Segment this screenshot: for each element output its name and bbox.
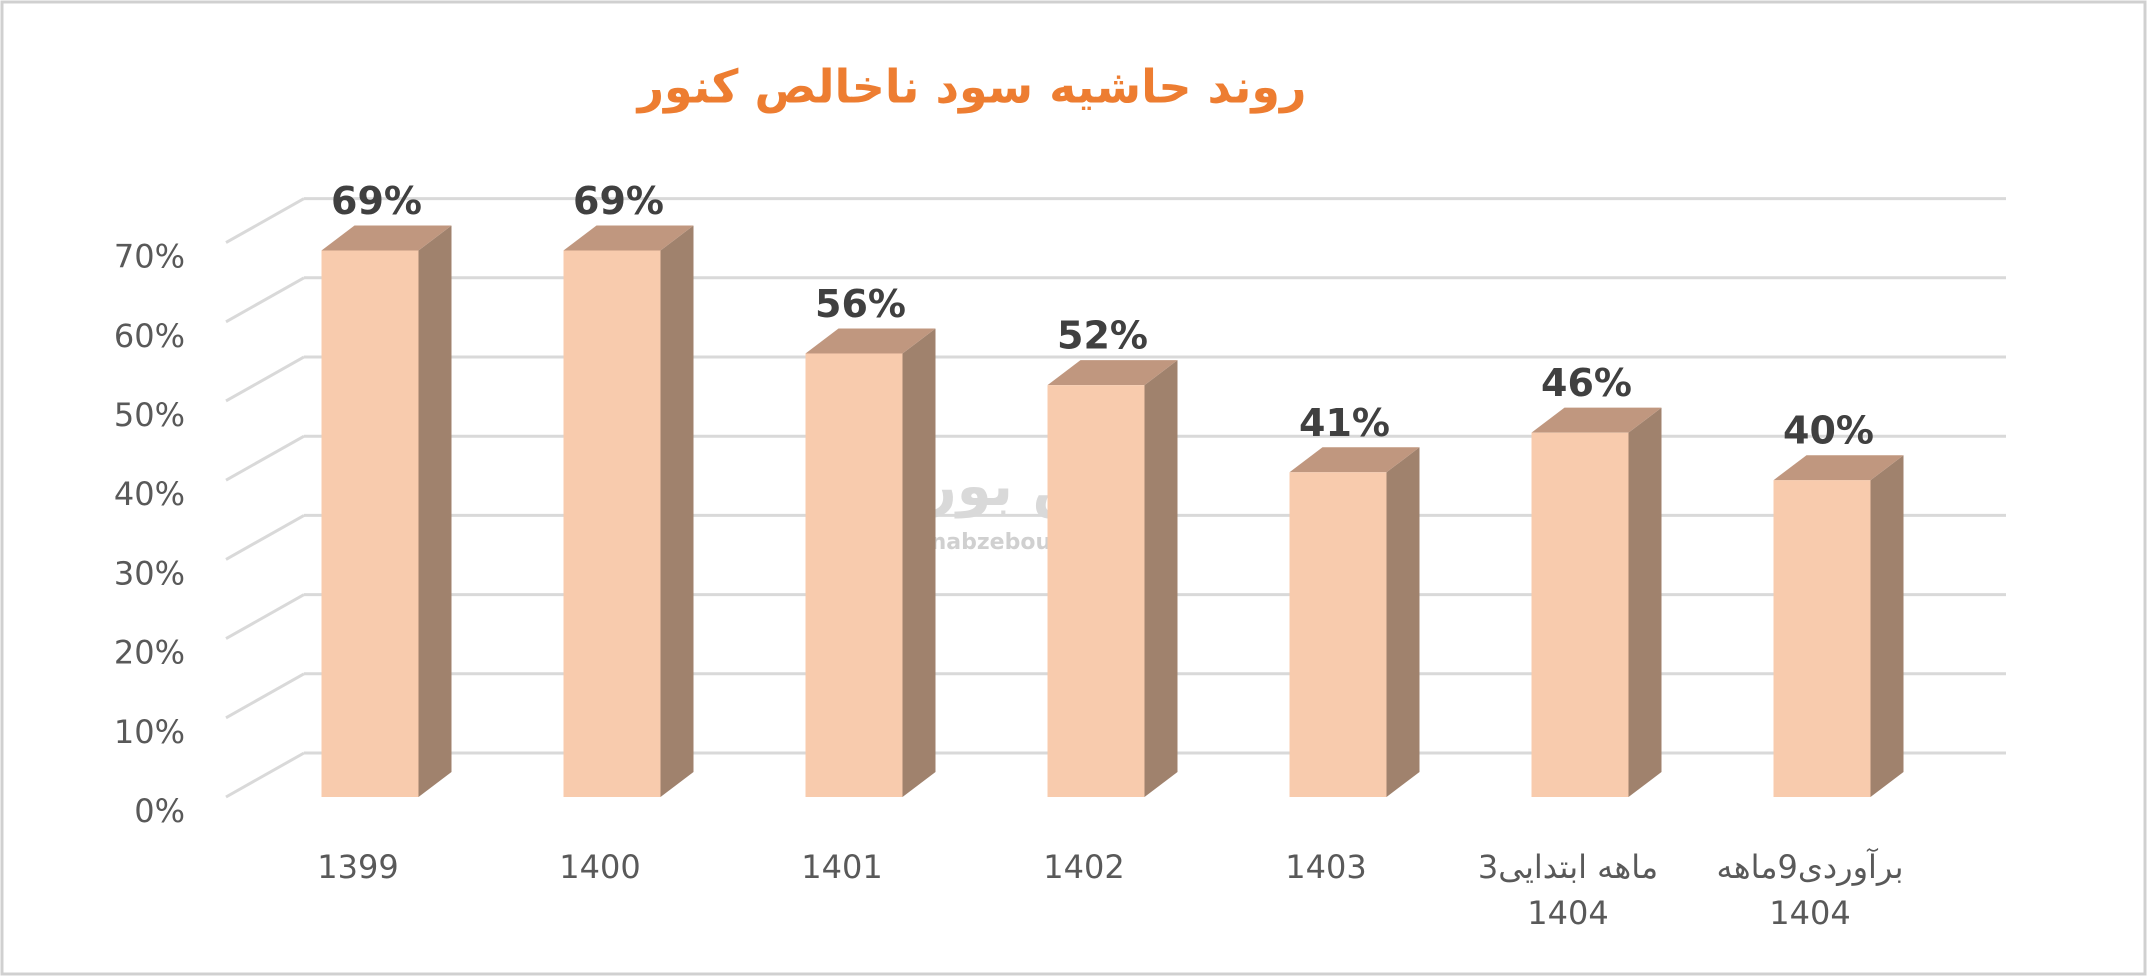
bar: [1047, 385, 1145, 797]
chart-title: روند حاشیه سود ناخالص کنور: [636, 60, 1307, 114]
bar-top: [1773, 455, 1904, 481]
bar: [563, 250, 661, 797]
grid-line-side: [225, 514, 305, 561]
bar-top: [1047, 360, 1178, 386]
x-tick-label: 1399: [317, 848, 399, 886]
value-label: 41%: [1299, 401, 1390, 445]
grid-line-side: [225, 355, 305, 403]
x-tick-label: 1402: [1043, 848, 1125, 886]
bar-side: [902, 328, 936, 797]
y-tick-label: 40%: [114, 475, 185, 513]
grid-line-side: [225, 593, 305, 640]
value-label: 69%: [331, 179, 422, 223]
bar-top: [1289, 447, 1420, 473]
y-tick-label: 0%: [134, 792, 185, 830]
bar-side: [660, 225, 694, 797]
bar-top: [805, 328, 936, 354]
y-tick-label: 30%: [114, 554, 185, 592]
y-tick-label: 10%: [114, 713, 185, 751]
y-tick-label: 50%: [114, 396, 185, 434]
bar: [1289, 472, 1387, 797]
bar-top: [321, 225, 452, 251]
bar-side: [418, 225, 452, 797]
bar-side: [1144, 360, 1178, 797]
bar-top: [1531, 407, 1662, 433]
bar: [321, 250, 419, 797]
x-tick-label: 1401: [801, 848, 883, 886]
value-label: 46%: [1541, 361, 1632, 405]
y-tick-label: 70%: [114, 238, 185, 276]
bar-side: [1386, 447, 1420, 797]
x-tick-label: 3ماهه ابتدایی 1404: [1477, 848, 1659, 932]
value-label: 69%: [573, 179, 664, 223]
grid-line-side: [225, 197, 305, 244]
y-tick-label: 20%: [114, 634, 185, 672]
x-tick-label: 1403: [1285, 848, 1367, 886]
bar-side: [1870, 455, 1904, 797]
bar-side: [1628, 407, 1662, 797]
bar: [1531, 432, 1629, 797]
y-tick-label: 60%: [114, 317, 185, 355]
bar-top: [563, 225, 694, 251]
bar: [805, 353, 903, 797]
x-tick-label: 1400: [559, 848, 641, 886]
grid-line-side: [225, 434, 305, 482]
bar: [1773, 480, 1871, 797]
grid-line-side: [225, 276, 305, 324]
grid-line-side: [225, 672, 305, 720]
value-label: 40%: [1783, 409, 1874, 453]
grid-line-side: [225, 751, 305, 799]
value-label: 56%: [815, 282, 906, 326]
x-tick-label: برآوردی9ماهه 1404: [1716, 848, 1904, 932]
value-label: 52%: [1057, 314, 1148, 358]
